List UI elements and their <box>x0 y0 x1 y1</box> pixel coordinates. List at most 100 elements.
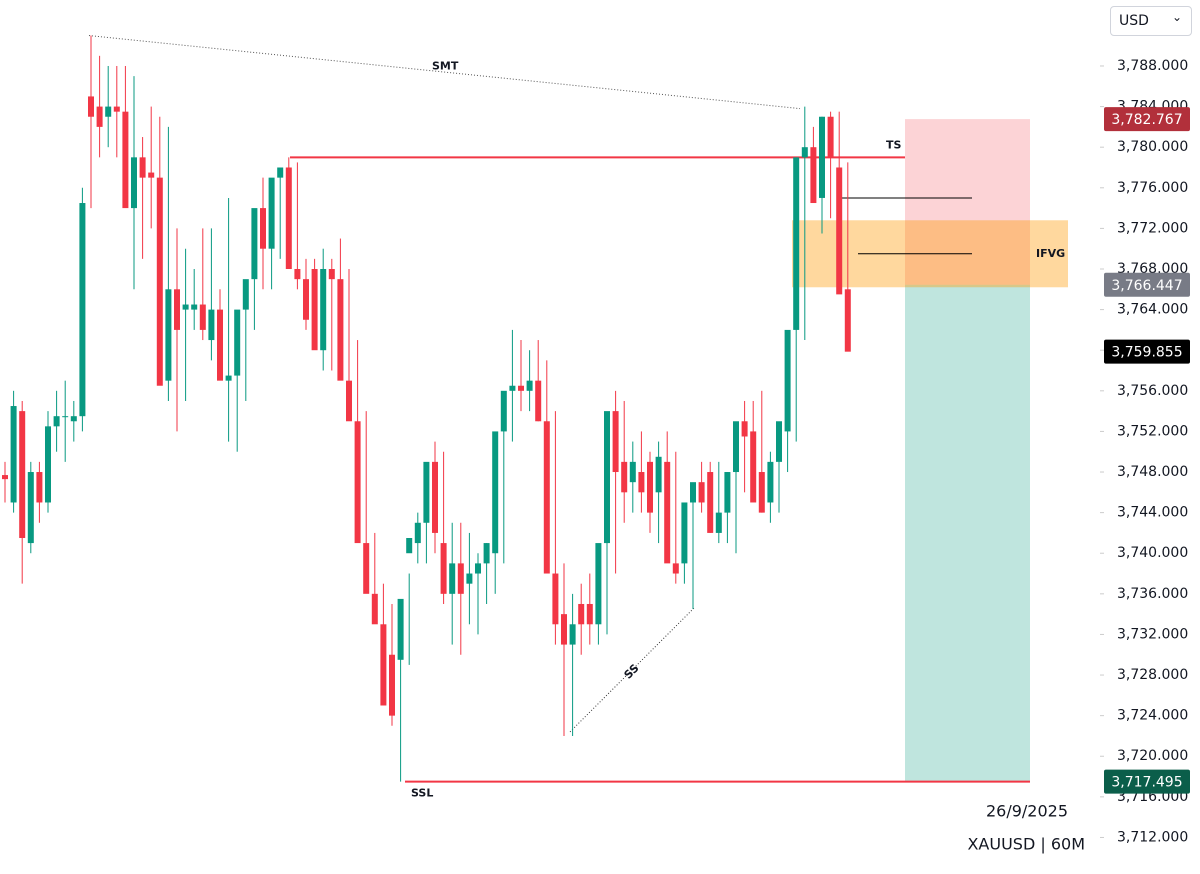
candle-body <box>165 289 172 381</box>
candle-body <box>698 482 705 503</box>
price-badge <box>1104 107 1190 132</box>
candle-body <box>767 461 774 503</box>
candle-body <box>36 472 43 503</box>
candle-body <box>234 309 241 376</box>
candle-body <box>225 375 232 381</box>
candle-body <box>578 603 585 625</box>
candle-body <box>526 380 533 391</box>
candle-body <box>397 598 404 660</box>
candle-body <box>776 421 782 462</box>
price-badge-label: 3,782.767 <box>1111 112 1182 128</box>
y-tick-label: 3,776.000 <box>1117 180 1188 196</box>
candle-body <box>268 177 275 249</box>
candle-body <box>156 177 163 386</box>
candle-body <box>354 421 361 544</box>
candle-body <box>346 380 352 422</box>
ss-line <box>569 607 695 733</box>
candle-body <box>285 167 292 270</box>
ssl-label: SSL <box>411 787 433 800</box>
candle-body <box>432 461 438 533</box>
candle-body <box>586 603 593 625</box>
candle-body <box>715 512 722 533</box>
candle-body <box>629 461 636 483</box>
candle-body <box>638 472 645 493</box>
candle-body <box>208 309 215 341</box>
y-tick-label: 3,724.000 <box>1117 708 1188 724</box>
candle-body <box>27 472 34 544</box>
candle-body <box>466 573 473 584</box>
y-tick-label: 3,788.000 <box>1117 58 1188 74</box>
candle-body <box>311 269 318 351</box>
y-tick-label: 3,740.000 <box>1117 545 1188 561</box>
ss-label: SS <box>622 662 642 682</box>
candle-body <box>690 482 696 503</box>
candle-body <box>62 416 69 418</box>
candle-body <box>535 380 542 422</box>
candle-body <box>827 116 834 158</box>
candle-body <box>604 411 610 544</box>
y-tick-label: 3,772.000 <box>1117 220 1188 236</box>
ts-label: TS <box>886 138 902 151</box>
y-tick-label: 3,752.000 <box>1117 423 1188 439</box>
candle-body <box>457 563 464 594</box>
candle-body <box>294 269 301 280</box>
y-tick-label: 3,728.000 <box>1117 667 1188 683</box>
candle-body <box>647 461 653 513</box>
candle-body <box>363 543 370 594</box>
candle-body <box>406 538 413 554</box>
candle-body <box>242 279 249 310</box>
candle-body <box>45 426 51 503</box>
candle-body <box>139 157 146 178</box>
candle-body <box>810 147 817 204</box>
candle-body <box>260 208 266 249</box>
y-tick-label: 3,712.000 <box>1117 829 1188 845</box>
candle-body <box>70 416 77 422</box>
currency-select[interactable]: USD <box>1110 3 1192 36</box>
candle-body <box>414 522 421 544</box>
candle-body <box>518 385 524 391</box>
candle-body <box>569 624 576 645</box>
price-badge <box>1104 339 1190 364</box>
y-tick-label: 3,732.000 <box>1117 626 1188 642</box>
candle-body <box>251 208 258 280</box>
y-tick-label: 3,748.000 <box>1117 464 1188 480</box>
candle-body <box>113 106 120 112</box>
candle-body <box>595 543 602 625</box>
candle-body <box>199 304 206 330</box>
candle-body <box>389 654 395 716</box>
candle-body <box>337 279 344 381</box>
y-tick-label: 3,764.000 <box>1117 302 1188 318</box>
symbol-label: XAUUSD | 60M <box>967 835 1085 854</box>
price-badge-label: 3,759.855 <box>1111 345 1182 361</box>
candle-body <box>449 563 456 594</box>
candle-body <box>758 472 765 513</box>
candle-body <box>217 309 223 381</box>
candle-body <box>500 390 507 432</box>
y-tick-label: 3,720.000 <box>1117 748 1188 764</box>
candle-body <box>844 289 851 352</box>
y-tick-label: 3,780.000 <box>1117 139 1188 155</box>
candle-body <box>53 416 60 427</box>
candle-body <box>320 269 327 351</box>
y-tick-label: 3,736.000 <box>1117 586 1188 602</box>
candle-body <box>733 421 739 473</box>
candle-body <box>664 461 671 564</box>
candle-body <box>784 329 791 432</box>
smt-label: SMT <box>432 60 459 73</box>
candle-body <box>122 111 129 209</box>
candle-body <box>552 573 559 625</box>
candle-body <box>621 461 628 493</box>
candle-body <box>19 411 26 539</box>
candle-body <box>750 431 757 503</box>
candle-body <box>741 421 748 437</box>
y-tick-label: 3,756.000 <box>1117 383 1188 399</box>
candle-body <box>681 502 688 564</box>
candle-body <box>371 593 378 625</box>
candle-body <box>475 563 481 574</box>
candle-body <box>277 167 284 178</box>
candle-body <box>612 411 619 473</box>
candle-body <box>724 472 731 513</box>
candle-body <box>492 431 499 554</box>
